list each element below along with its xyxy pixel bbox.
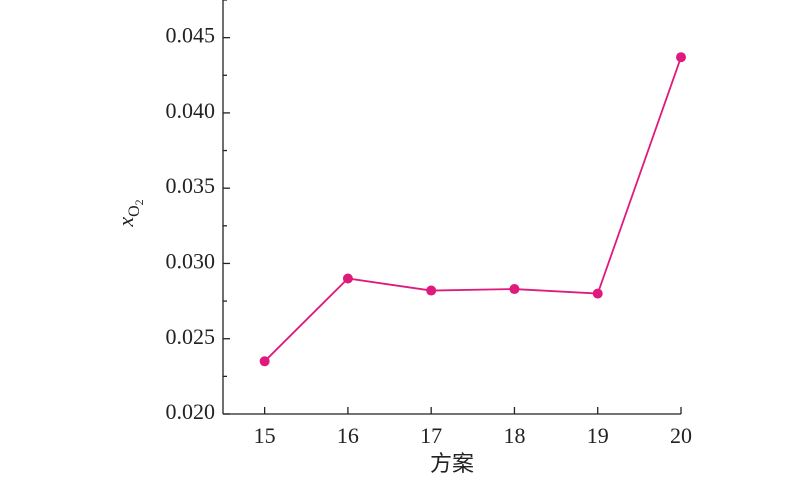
x-tick-label: 15 [254,423,276,448]
y-label-subsub: 2 [132,199,146,205]
x-tick-label: 17 [420,423,442,448]
data-point [676,52,686,63]
y-tick-label: 0.045 [166,23,216,48]
y-label-base: x [113,217,138,228]
data-point [509,284,520,295]
x-tick-label: 19 [587,423,609,448]
y-tick-label: 0.030 [166,249,216,274]
x-axis-label: 方案 [430,451,474,476]
y-axis-label: xO2 [113,199,146,227]
x-tick-label: 18 [503,423,525,448]
data-point [426,285,437,296]
x-tick-label: 20 [670,423,692,448]
y-tick-label: 0.040 [166,98,216,123]
y-tick-label: 0.020 [166,399,216,424]
y-tick-label: 0.025 [166,324,216,349]
x-tick-label: 16 [337,423,359,448]
y-label-sub: O [126,205,143,217]
data-point [592,288,603,299]
data-point [259,356,270,367]
data-point [342,273,353,284]
series-line [264,56,682,362]
y-tick-label: 0.035 [166,173,216,198]
